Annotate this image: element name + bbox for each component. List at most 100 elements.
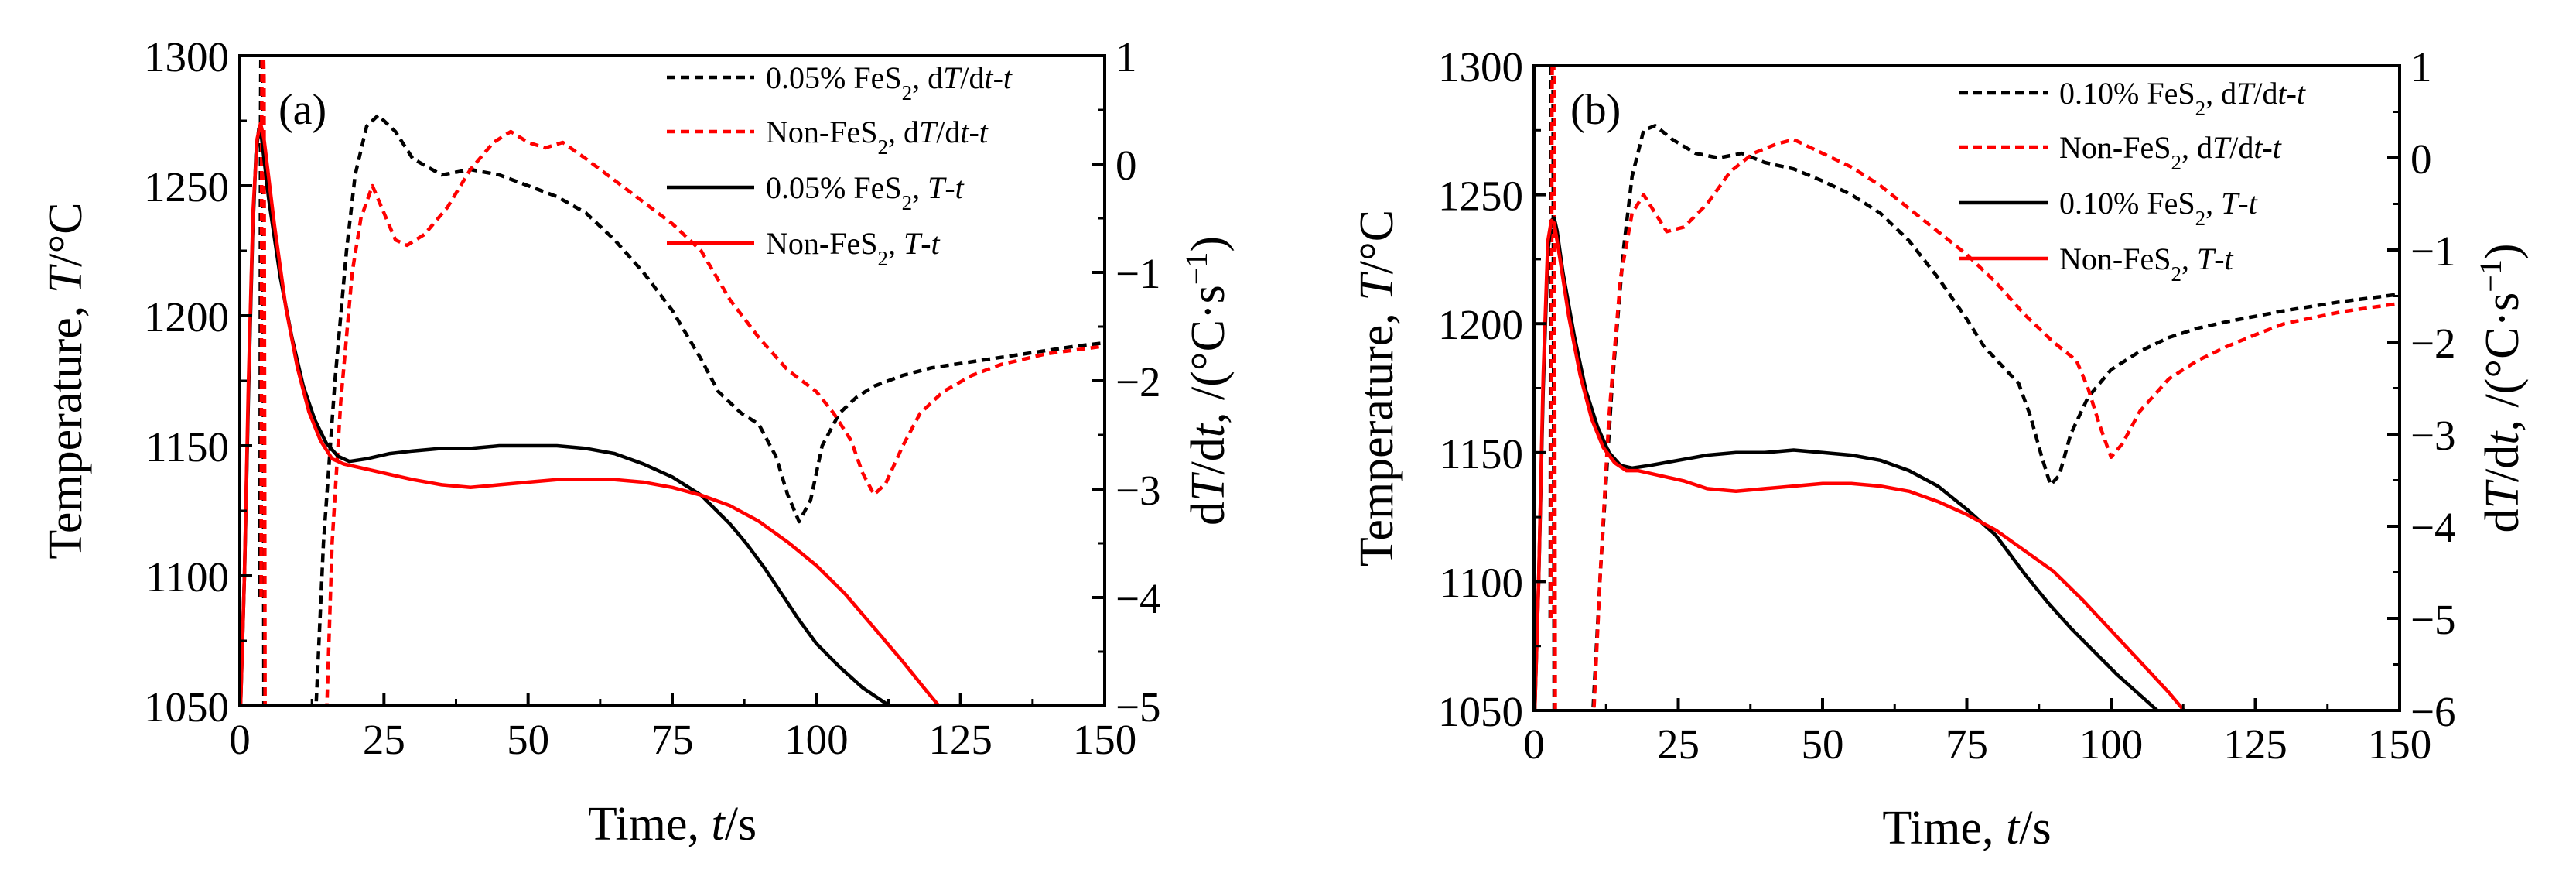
y-right-label-var1: T — [2476, 478, 2529, 508]
legend-text: - — [921, 226, 931, 261]
legend-text: , — [2205, 186, 2221, 221]
panel-label: (b) — [1570, 86, 1621, 134]
y-left-label-text: Temperature, — [1351, 301, 1403, 567]
legend-text: - — [993, 60, 1003, 95]
x-tick-label: 150 — [1073, 716, 1137, 763]
legend-subscript: 2 — [902, 191, 913, 214]
y-right-label-unit: , /(°C·s — [1182, 285, 1235, 424]
y-right-tick-label: −4 — [1115, 575, 1161, 622]
y-right-label-mid: /d — [1182, 437, 1235, 474]
legend-subscript: 2 — [2171, 151, 2181, 174]
legend-text: , — [888, 226, 904, 261]
legend-italic: t — [1003, 60, 1013, 95]
legend-italic: t — [984, 60, 993, 95]
x-axis-label: Time, t/s — [588, 798, 757, 851]
y-right-label-var1: T — [1182, 471, 1235, 502]
legend-label: 0.10% FeS2, T-t — [2059, 186, 2258, 230]
y-right-tick-label: −2 — [2410, 320, 2456, 367]
legend-italic: t — [2273, 130, 2282, 165]
legend-subscript: 2 — [2195, 97, 2206, 120]
x-tick-label: 25 — [1657, 721, 1700, 768]
legend-text: - — [2214, 241, 2224, 276]
y-left-label-var: T — [1351, 271, 1403, 301]
y-right-label-d: d — [1182, 502, 1235, 526]
y-left-tick-label: 1200 — [144, 293, 229, 341]
y-right-label-end: ) — [2476, 244, 2529, 260]
y-right-label-var2: t — [2476, 430, 2529, 445]
legend-italic: t — [955, 170, 965, 205]
series-line-1 — [258, 56, 1105, 706]
x-tick-label: 100 — [784, 716, 849, 763]
legend-text: Non-FeS — [2059, 241, 2171, 276]
y-right-tick-label: −6 — [2410, 688, 2456, 735]
legend-text: 0.10% FeS — [2059, 76, 2195, 111]
x-label-unit: /s — [725, 798, 757, 851]
legend-italic: t — [2249, 186, 2258, 221]
y-left-label-unit: /°C — [1351, 210, 1403, 274]
legend-italic: t — [960, 115, 969, 149]
series-line-2 — [259, 56, 1105, 706]
legend-text: , — [912, 170, 928, 205]
legend-label: Non-FeS2, T-t — [766, 226, 941, 270]
x-tick-label: 125 — [2223, 721, 2287, 768]
y-left-tick-label: 1250 — [1438, 173, 1523, 220]
legend-italic: t — [2277, 76, 2287, 111]
legend-italic: T — [919, 115, 938, 149]
legend-italic: t — [2297, 76, 2306, 111]
legend-subscript: 2 — [2195, 207, 2206, 230]
legend-text: - — [2238, 186, 2248, 221]
y-right-tick-label: 1 — [1115, 33, 1137, 80]
y-right-tick-label: −3 — [2410, 412, 2456, 459]
legend-italic: T — [943, 60, 962, 95]
legend-text: , d — [2205, 76, 2236, 111]
x-label-var: t — [2006, 802, 2021, 854]
y-right-label-unit: , /(°C·s — [2476, 293, 2529, 432]
series-line-2 — [1549, 66, 2400, 710]
chart-panel-a: 0 25 50 75 100 125 150 1050 1100 1150 1200 1250 1300… — [39, 33, 1235, 851]
legend-italic: t — [2253, 130, 2263, 165]
x-tick-label: 25 — [363, 716, 405, 763]
legend-label: 0.05% FeS2, T-t — [766, 170, 965, 214]
y-left-tick-label: 1050 — [1438, 688, 1523, 735]
legend-italic: T — [2221, 186, 2240, 221]
legend-subscript: 2 — [2171, 262, 2181, 286]
legend-subscript: 2 — [877, 247, 888, 270]
y-right-tick-label: −3 — [1115, 467, 1161, 514]
series-group — [1534, 66, 2400, 710]
y-right-tick-label: −2 — [1115, 358, 1161, 406]
plot-frame — [238, 54, 1106, 707]
legend-italic: t — [2225, 241, 2234, 276]
legend-text: 0.10% FeS — [2059, 186, 2195, 221]
x-tick-label: 50 — [507, 716, 549, 763]
x-tick-label: 50 — [1802, 721, 1844, 768]
legend-text: 0.05% FeS — [766, 170, 902, 205]
legend-italic: T — [2197, 241, 2216, 276]
x-tick-label: 125 — [928, 716, 992, 763]
legend-text: Non-FeS — [766, 115, 877, 149]
x-label-var: t — [712, 798, 726, 851]
legend-text: , — [2181, 241, 2197, 276]
x-axis-label: Time, t/s — [1882, 802, 2051, 854]
x-tick-label: 150 — [2368, 721, 2432, 768]
y-right-label-end: ) — [1182, 236, 1235, 252]
legend-label: Non-FeS2, dT/dt-t — [766, 115, 989, 159]
y-left-label-text: Temperature, — [39, 293, 92, 559]
x-label-unit: /s — [2019, 802, 2051, 854]
y-right-tick-label: −4 — [2410, 504, 2456, 551]
x-tick-label: 0 — [1523, 721, 1545, 768]
x-label-text: Time, — [588, 798, 712, 851]
legend-text: - — [945, 170, 955, 205]
legend-text: 0.05% FeS — [766, 60, 902, 95]
legend-text: , d — [2181, 130, 2212, 165]
y-right-tick-label: −1 — [2410, 228, 2456, 275]
y-left-tick-label: 1100 — [1440, 559, 1523, 606]
y-right-tick-label: −5 — [1115, 683, 1161, 731]
legend-label: Non-FeS2, dT/dt-t — [2059, 130, 2282, 174]
y-left-tick-label: 1300 — [144, 33, 229, 80]
y-right-label-var2: t — [1182, 423, 1235, 437]
legend-text: /d — [2253, 76, 2277, 111]
legend-italic: t — [979, 115, 989, 149]
y-left-tick-label: 1050 — [144, 683, 229, 731]
chart-panel-b: 0 25 50 75 100 125 150 1050 1100 1150 1200 1250 1300… — [1351, 43, 2529, 854]
